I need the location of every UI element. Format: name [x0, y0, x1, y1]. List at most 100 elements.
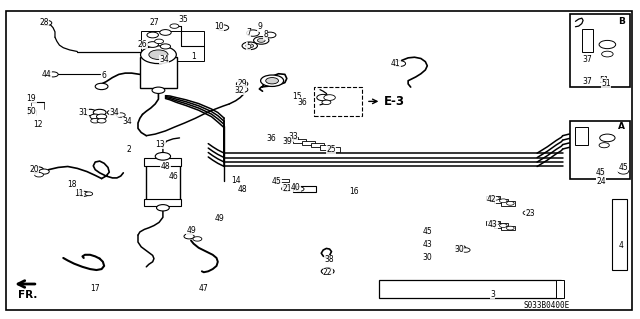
Text: 34: 34 — [109, 108, 119, 117]
Bar — [612, 198, 627, 270]
Circle shape — [152, 87, 165, 93]
Text: 32: 32 — [235, 86, 244, 95]
Bar — [314, 87, 362, 116]
Text: 40: 40 — [291, 183, 301, 192]
Bar — [328, 147, 340, 152]
Text: 38: 38 — [324, 255, 334, 264]
Text: 33: 33 — [288, 132, 298, 141]
Circle shape — [242, 42, 257, 50]
Text: 51: 51 — [600, 76, 609, 85]
Circle shape — [599, 41, 616, 49]
Bar — [141, 31, 204, 61]
Text: 7: 7 — [246, 28, 251, 37]
Text: 4: 4 — [619, 241, 624, 250]
Text: 19: 19 — [26, 94, 36, 103]
Text: 12: 12 — [33, 120, 42, 129]
Circle shape — [193, 237, 202, 241]
Circle shape — [147, 42, 159, 48]
Text: 45: 45 — [618, 163, 628, 172]
Bar — [311, 143, 324, 147]
Text: 24: 24 — [596, 177, 606, 186]
Text: 31: 31 — [79, 108, 88, 117]
Text: 11: 11 — [74, 189, 83, 198]
Circle shape — [257, 39, 265, 42]
Circle shape — [322, 100, 331, 105]
Text: 34: 34 — [159, 55, 169, 64]
Bar — [500, 201, 515, 205]
Circle shape — [155, 39, 164, 44]
Circle shape — [160, 30, 172, 35]
Circle shape — [236, 87, 248, 93]
Text: 51: 51 — [602, 79, 611, 88]
Text: A: A — [618, 122, 625, 131]
Circle shape — [84, 109, 97, 116]
Text: 42: 42 — [486, 195, 496, 204]
Circle shape — [161, 44, 171, 49]
Text: 45: 45 — [596, 168, 606, 177]
Text: 18: 18 — [67, 181, 77, 189]
Text: 43: 43 — [422, 240, 432, 249]
Text: 45: 45 — [422, 227, 432, 236]
Circle shape — [39, 169, 49, 174]
Text: 37: 37 — [582, 55, 592, 64]
Circle shape — [147, 32, 159, 38]
Text: 30: 30 — [454, 245, 464, 254]
Bar — [582, 29, 593, 51]
Circle shape — [95, 83, 108, 90]
Text: 29: 29 — [237, 79, 247, 88]
Text: 22: 22 — [323, 268, 332, 278]
Bar — [145, 199, 181, 205]
Circle shape — [90, 114, 100, 119]
Text: FR.: FR. — [18, 290, 37, 300]
Text: 26: 26 — [138, 40, 147, 49]
Bar — [145, 158, 181, 166]
Text: 30: 30 — [422, 253, 432, 262]
Circle shape — [461, 248, 470, 252]
Circle shape — [184, 234, 194, 239]
Bar — [493, 198, 508, 203]
Bar — [293, 139, 306, 143]
Circle shape — [116, 113, 125, 117]
Text: 21: 21 — [282, 184, 292, 193]
Circle shape — [295, 187, 304, 191]
Text: 50: 50 — [26, 107, 36, 116]
Text: 15: 15 — [292, 92, 301, 101]
Text: 36: 36 — [297, 98, 307, 107]
Circle shape — [246, 44, 253, 48]
Circle shape — [394, 61, 406, 66]
Bar — [493, 223, 508, 228]
Text: 28: 28 — [40, 18, 49, 27]
Bar — [486, 221, 500, 225]
Text: 5: 5 — [246, 42, 251, 51]
Text: 41: 41 — [390, 59, 400, 68]
Circle shape — [600, 134, 615, 142]
Text: 39: 39 — [282, 137, 292, 145]
Circle shape — [282, 186, 292, 191]
Circle shape — [492, 221, 499, 225]
Bar — [500, 226, 515, 230]
Text: 6: 6 — [102, 71, 107, 80]
Text: E-3: E-3 — [384, 94, 405, 108]
Text: 47: 47 — [199, 284, 209, 293]
Text: 43: 43 — [488, 220, 497, 229]
Text: 20: 20 — [29, 165, 38, 174]
Text: 36: 36 — [267, 134, 276, 143]
Text: 24: 24 — [596, 171, 606, 180]
Text: 35: 35 — [178, 15, 188, 24]
Text: 3: 3 — [490, 290, 495, 299]
Circle shape — [499, 224, 507, 227]
Circle shape — [97, 114, 107, 119]
Text: 46: 46 — [168, 172, 178, 181]
Text: 49: 49 — [214, 214, 224, 223]
Bar — [320, 145, 333, 150]
Circle shape — [602, 51, 613, 57]
Circle shape — [246, 30, 259, 36]
Text: 8: 8 — [263, 30, 268, 39]
Circle shape — [506, 201, 514, 205]
Bar — [379, 280, 561, 298]
Bar — [575, 127, 588, 145]
Circle shape — [317, 94, 330, 101]
Text: 2: 2 — [126, 145, 131, 154]
Bar — [140, 57, 177, 88]
Bar — [276, 179, 289, 182]
